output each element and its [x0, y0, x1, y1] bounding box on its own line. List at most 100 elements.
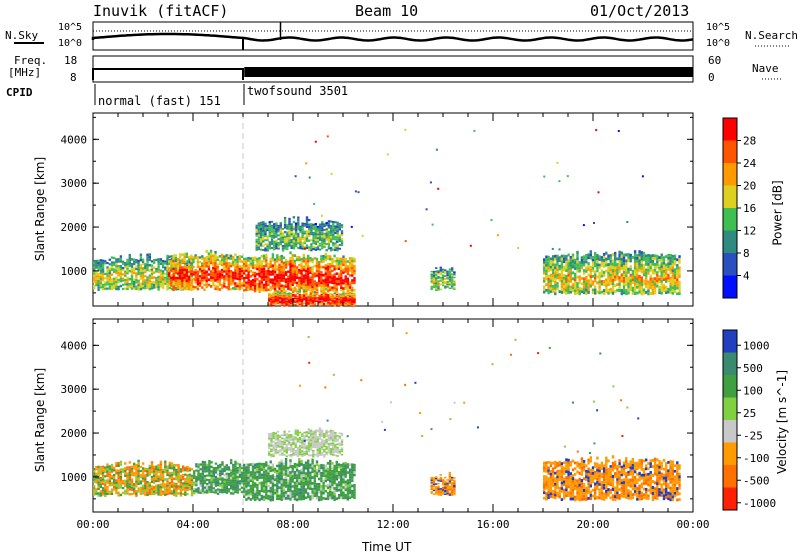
- echo-cell: [335, 272, 338, 275]
- echo-cell: [660, 279, 663, 283]
- echo-cell: [144, 267, 147, 270]
- echo-cell: [240, 277, 244, 280]
- echo-cell: [287, 300, 291, 303]
- echo-cell: [128, 277, 131, 281]
- echo-cell: [216, 266, 219, 269]
- echo-cell: [662, 264, 666, 268]
- echo-cell: [609, 268, 612, 271]
- scatter-echo: [558, 248, 561, 251]
- echo-cell: [280, 465, 283, 469]
- echo-cell: [272, 453, 275, 456]
- echo-cell: [259, 230, 263, 233]
- echo-cell: [287, 494, 290, 498]
- echo-cell: [318, 260, 321, 264]
- echo-cell: [257, 244, 261, 247]
- echo-cell: [247, 476, 250, 479]
- echo-cell: [313, 294, 317, 296]
- echo-cell: [309, 479, 312, 483]
- echo-cell: [301, 228, 304, 231]
- echo-cell: [262, 267, 266, 271]
- echo-cell: [93, 276, 96, 279]
- echo-cell: [124, 264, 127, 267]
- echo-cell: [173, 473, 176, 476]
- echo-cell: [282, 478, 286, 482]
- echo-cell: [292, 290, 295, 292]
- echo-cell: [311, 464, 314, 468]
- echo-cell: [236, 482, 239, 485]
- echo-cell: [157, 479, 160, 483]
- echo-cell: [238, 282, 241, 286]
- echo-cell: [179, 470, 183, 473]
- echo-cell: [324, 300, 328, 302]
- echo-cell: [574, 264, 577, 268]
- echo-cell: [322, 302, 326, 305]
- echo-cell: [281, 437, 284, 440]
- echo-cell: [287, 298, 291, 301]
- echo-cell: [576, 291, 579, 295]
- echo-cell: [346, 277, 350, 280]
- echo-cell: [108, 482, 111, 485]
- echo-cell: [316, 227, 320, 230]
- echo-cell: [164, 478, 167, 481]
- echo-cell: [97, 288, 100, 291]
- echo-cell: [170, 483, 174, 486]
- echo-cell: [551, 255, 555, 258]
- echo-cell: [611, 253, 615, 257]
- echo-cell: [321, 225, 324, 228]
- echo-cell: [331, 491, 334, 495]
- echo-cell: [678, 258, 681, 261]
- echo-cell: [620, 264, 623, 268]
- scatter-echo: [361, 234, 364, 237]
- echo-cell: [307, 302, 310, 304]
- echo-cell: [150, 461, 154, 464]
- echo-cell: [647, 292, 650, 296]
- echo-cell: [313, 482, 316, 485]
- echo-cell: [124, 474, 127, 478]
- echo-cell: [563, 279, 566, 283]
- echo-cell: [582, 288, 586, 292]
- echo-cell: [256, 462, 259, 466]
- echo-cell: [106, 274, 109, 277]
- echo-cell: [437, 272, 440, 275]
- echo-cell: [166, 265, 169, 268]
- echo-cell: [234, 483, 237, 487]
- echo-cell: [446, 282, 449, 284]
- echo-cell: [638, 284, 641, 288]
- echo-cell: [348, 266, 352, 270]
- echo-cell: [148, 471, 151, 474]
- echo-cell: [631, 281, 635, 284]
- echo-cell: [329, 493, 332, 497]
- echo-cell: [97, 286, 100, 289]
- echo-cell: [342, 481, 345, 484]
- echo-cell: [340, 242, 344, 245]
- echo-cell: [280, 276, 283, 280]
- echo-cell: [342, 494, 345, 497]
- echo-cell: [183, 255, 186, 258]
- echo-cell: [273, 258, 277, 261]
- echo-cell: [271, 495, 275, 499]
- echo-cell: [283, 297, 286, 299]
- echo-cell: [150, 480, 154, 483]
- echo-cell: [327, 295, 330, 297]
- echo-cell: [210, 470, 213, 473]
- echo-cell: [168, 262, 171, 265]
- echo-cell: [338, 244, 341, 246]
- echo-cell: [216, 275, 219, 279]
- echo-cell: [591, 261, 595, 265]
- echo-cell: [268, 221, 271, 224]
- echo-cell: [184, 473, 187, 476]
- echo-cell: [293, 286, 297, 290]
- echo-cell: [309, 474, 312, 477]
- echo-cell: [656, 282, 659, 285]
- echo-cell: [229, 277, 233, 281]
- echo-cell: [656, 284, 659, 288]
- echo-cell: [141, 477, 145, 480]
- echo-cell: [251, 496, 255, 500]
- echo-cell: [155, 489, 158, 492]
- echo-cell: [212, 477, 215, 480]
- echo-cell: [435, 285, 438, 288]
- echo-cell: [315, 494, 319, 497]
- echo-cell: [236, 258, 239, 261]
- echo-cell: [320, 296, 323, 299]
- echo-cell: [258, 274, 261, 278]
